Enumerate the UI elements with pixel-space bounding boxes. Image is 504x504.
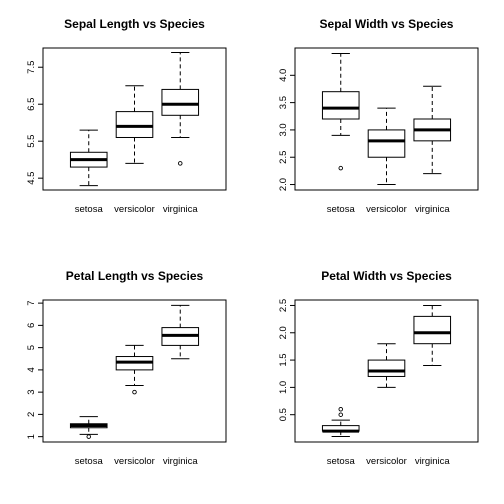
x-category-label: versicolor bbox=[366, 456, 407, 467]
x-category-label: versicolor bbox=[114, 456, 155, 467]
x-category-label: setosa bbox=[75, 204, 104, 215]
y-tick-label: 4.0 bbox=[278, 69, 289, 82]
outlier-point bbox=[86, 434, 91, 439]
chart-title: Sepal Length vs Species bbox=[64, 17, 205, 31]
box-versicolor bbox=[115, 85, 154, 164]
plot-frame bbox=[42, 299, 227, 443]
x-category-label: setosa bbox=[75, 456, 104, 467]
box-versicolor bbox=[367, 343, 406, 388]
box-setosa bbox=[69, 129, 108, 187]
y-tick-label: 4 bbox=[26, 367, 37, 372]
y-tick-label: 7.5 bbox=[26, 61, 37, 74]
x-category-label: setosa bbox=[327, 456, 356, 467]
chart-title: Petal Length vs Species bbox=[66, 269, 204, 283]
y-tick-label: 2.5 bbox=[278, 151, 289, 164]
outlier-point bbox=[177, 161, 183, 166]
plot-frame bbox=[294, 299, 479, 443]
y-tick-label: 4.5 bbox=[26, 172, 37, 185]
outlier-point bbox=[338, 412, 344, 417]
y-tick-label: 3.0 bbox=[278, 123, 289, 136]
x-category-label: virginica bbox=[163, 204, 199, 215]
iqr-box bbox=[367, 359, 406, 377]
y-tick-label: 1 bbox=[26, 434, 37, 439]
iqr-box bbox=[161, 88, 200, 116]
chart-panel-3: Petal Length vs Species 1 2 3 4 5 6 7 setosa vers… bbox=[26, 269, 227, 467]
y-tick-label: 3.5 bbox=[278, 96, 289, 109]
iqr-box bbox=[321, 91, 360, 120]
box-virginica bbox=[161, 51, 200, 166]
box-virginica bbox=[161, 304, 200, 360]
y-tick-label: 1.0 bbox=[278, 381, 289, 394]
chart-panel-1: Sepal Length vs Species 4.5 5.5 6.5 7.5 setos… bbox=[26, 17, 227, 215]
x-category-label: versicolor bbox=[366, 204, 407, 215]
x-category-label: setosa bbox=[327, 204, 356, 215]
iqr-box bbox=[115, 111, 154, 138]
x-category-label: virginica bbox=[415, 456, 451, 467]
box-versicolor bbox=[367, 107, 406, 186]
x-category-label: versicolor bbox=[114, 204, 155, 215]
y-tick-label: 2 bbox=[26, 412, 37, 417]
y-tick-label: 2.0 bbox=[278, 178, 289, 191]
y-tick-label: 5.5 bbox=[26, 135, 37, 148]
chart-panel-2: Sepal Width vs Species 2.0 2.5 3.0 3.5 4.0 set… bbox=[278, 17, 479, 215]
y-tick-label: 2.5 bbox=[278, 299, 289, 312]
y-tick-label: 5 bbox=[26, 345, 37, 350]
iqr-box bbox=[367, 129, 406, 158]
x-category-label: virginica bbox=[163, 456, 199, 467]
y-tick-label: 0.5 bbox=[278, 408, 289, 421]
chart-panel-4: Petal Width vs Species 0.5 1.0 1.5 2.0 2.5 set… bbox=[278, 269, 479, 467]
y-tick-label: 3 bbox=[26, 389, 37, 394]
box-virginica bbox=[413, 304, 452, 367]
y-tick-label: 2.0 bbox=[278, 326, 289, 339]
y-tick-label: 6.5 bbox=[26, 98, 37, 111]
box-setosa bbox=[321, 52, 360, 171]
y-tick-label: 7 bbox=[26, 300, 37, 305]
y-tick-label: 6 bbox=[26, 323, 37, 328]
box-setosa bbox=[321, 406, 360, 438]
outlier-point bbox=[338, 406, 344, 412]
outlier-point bbox=[338, 165, 344, 171]
box-setosa bbox=[69, 416, 108, 439]
outlier-point bbox=[132, 389, 137, 395]
chart-title: Sepal Width vs Species bbox=[320, 17, 454, 31]
chart-title: Petal Width vs Species bbox=[321, 269, 452, 283]
iqr-box bbox=[413, 315, 452, 345]
box-versicolor bbox=[115, 344, 154, 395]
box-virginica bbox=[413, 85, 452, 175]
plot-frame bbox=[294, 47, 479, 191]
x-category-label: virginica bbox=[415, 204, 451, 215]
y-tick-label: 1.5 bbox=[278, 353, 289, 366]
plot-frame bbox=[42, 47, 227, 191]
